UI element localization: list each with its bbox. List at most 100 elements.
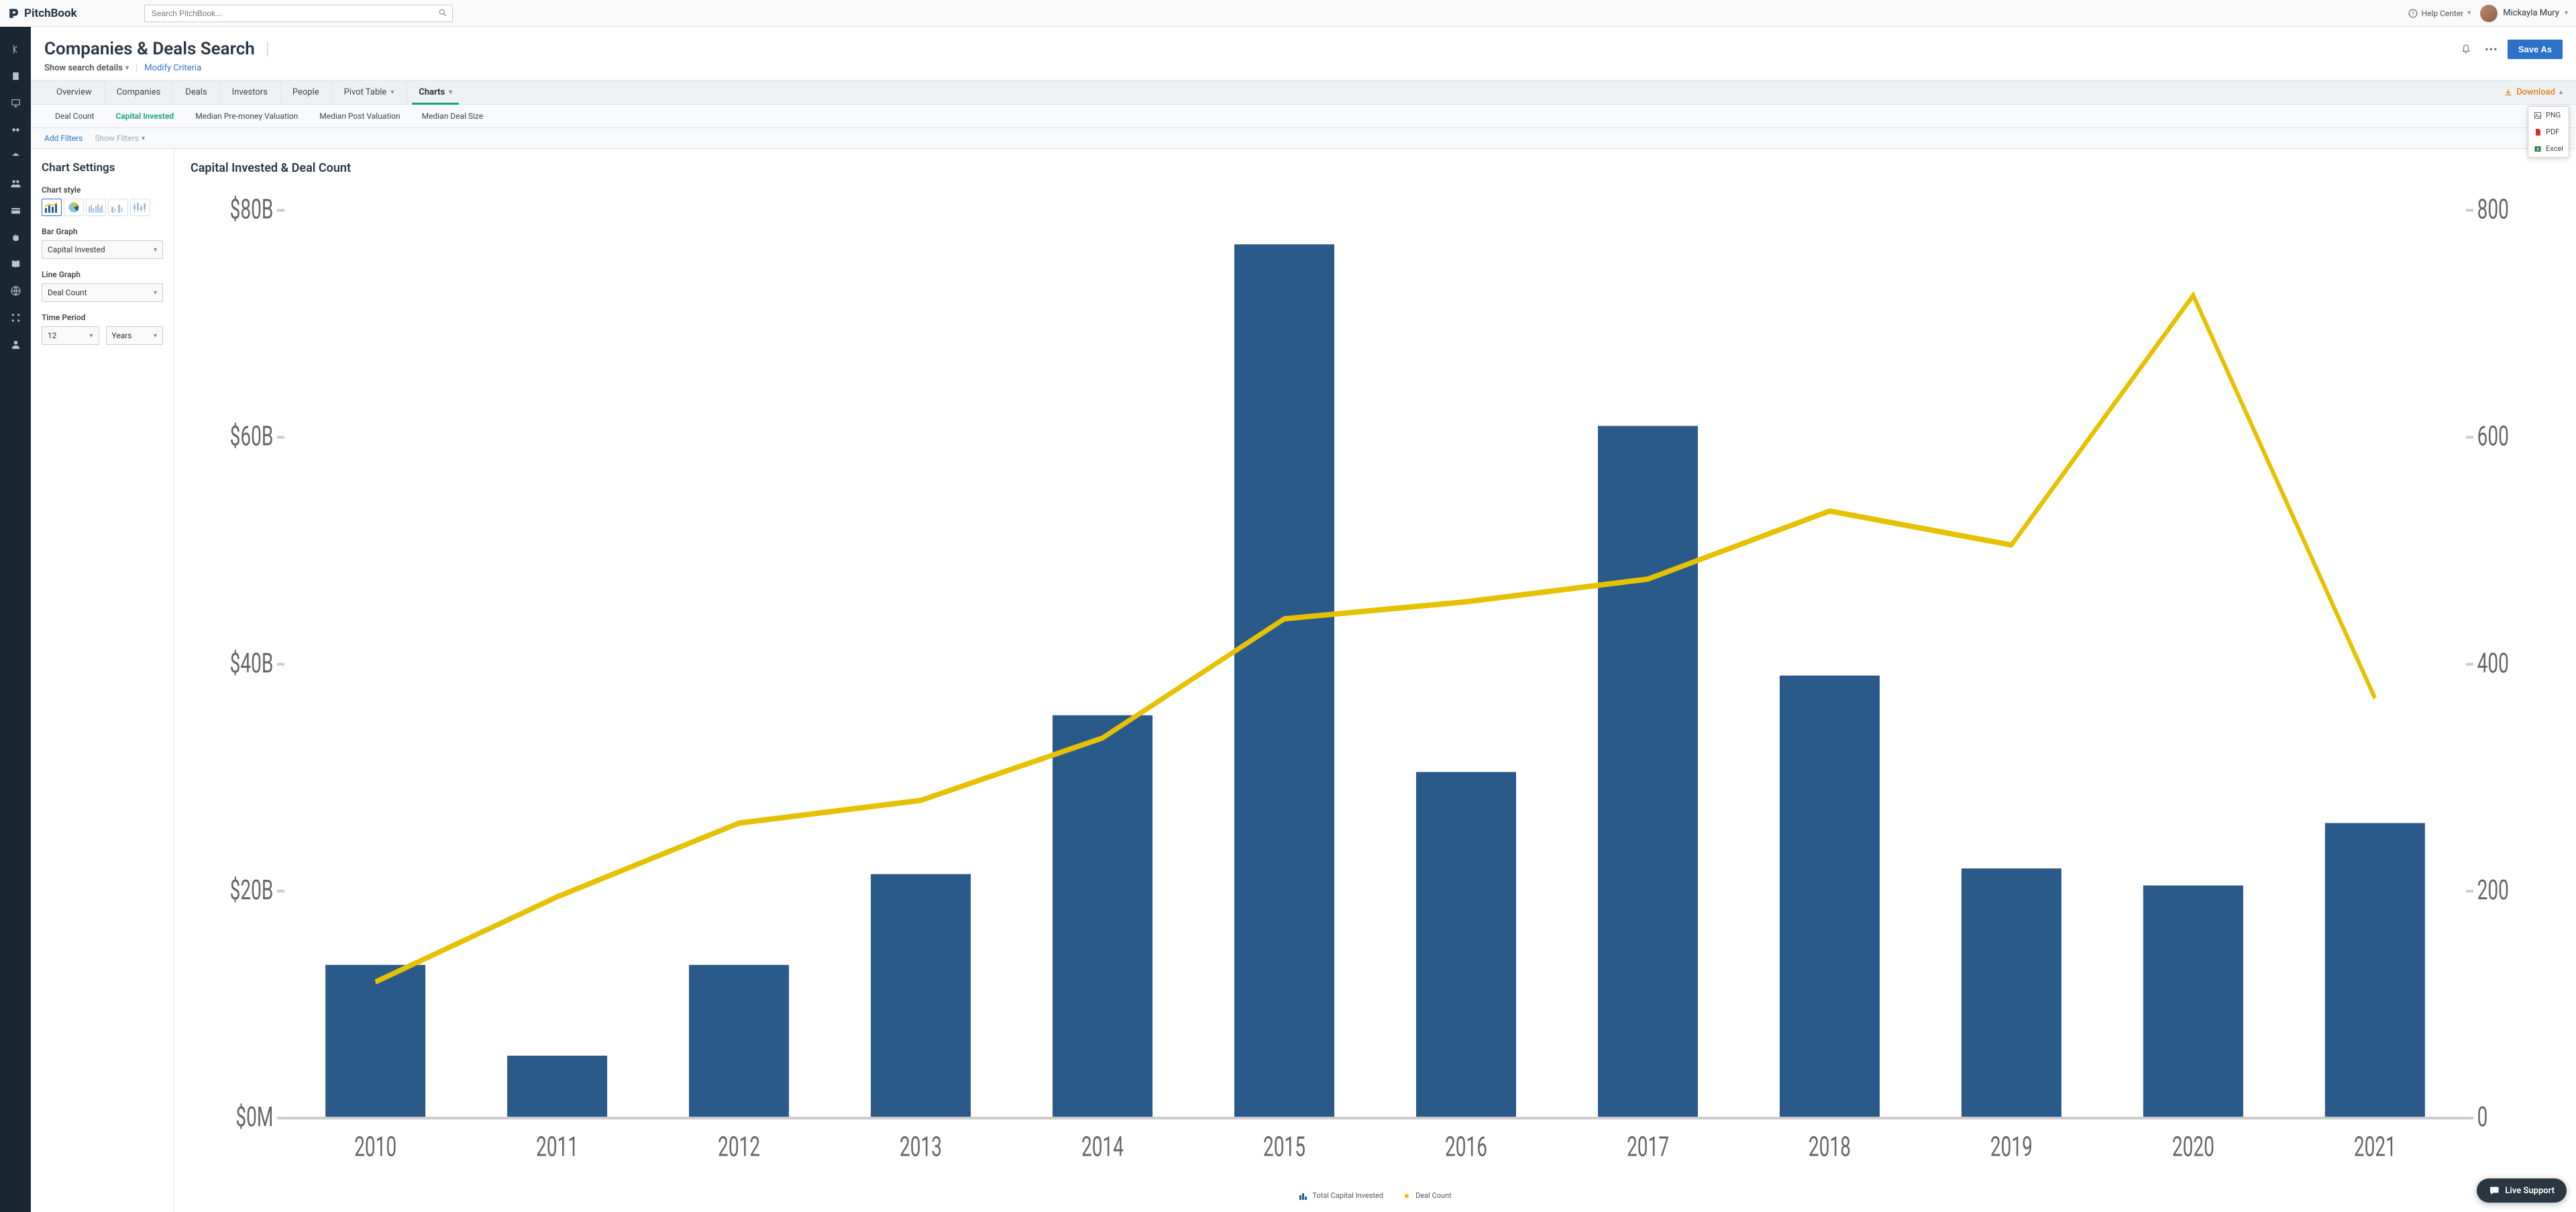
download-excel[interactable]: X Excel [2528,140,2569,157]
subtab-deal-count[interactable]: Deal Count [44,105,105,128]
subtab-median-post[interactable]: Median Post Valuation [309,105,411,128]
svg-text:2015: 2015 [1263,1132,1305,1163]
svg-text:$60B: $60B [230,421,274,452]
svg-text:400: 400 [2477,648,2509,679]
save-as-button[interactable]: Save As [2508,40,2563,59]
svg-text:0: 0 [2477,1102,2488,1133]
rail-user[interactable] [0,334,31,354]
download-button[interactable]: Download ▴ [2504,87,2563,97]
chevron-down-icon: ▾ [154,332,157,340]
rail-bank[interactable] [0,146,31,166]
bar-2015[interactable] [1234,244,1334,1118]
filters-row: Add Filters Show Filters ▾ [31,128,2576,149]
bar-2010[interactable] [325,965,425,1118]
style-grouped-bars[interactable] [86,199,106,216]
avatar [2480,5,2498,22]
image-icon [2534,111,2542,119]
chart-area: Capital Invested & Deal Count $0M$20B$40… [174,149,2576,1212]
brand-logo[interactable]: PitchBook [8,7,77,20]
add-filters[interactable]: Add Filters [44,134,83,143]
svg-text:2017: 2017 [1627,1132,1669,1163]
bar-legend-icon [1299,1192,1308,1200]
chevron-down-icon: ▾ [154,246,157,254]
bar-2017[interactable] [1598,426,1698,1118]
deal-count-line[interactable] [376,295,2375,982]
bar-graph-select[interactable]: Capital Invested ▾ [42,240,163,259]
help-center-label: Help Center [2422,9,2464,18]
time-period-label: Time Period [42,313,163,322]
svg-text:$80B: $80B [230,194,274,225]
svg-text:2020: 2020 [2172,1132,2214,1163]
notifications-icon[interactable] [2457,40,2475,58]
rail-people[interactable] [0,173,31,193]
tab-companies[interactable]: Companies [105,81,174,104]
download-icon [2504,89,2512,97]
bar-2019[interactable] [1962,868,2061,1118]
pdf-icon [2534,128,2542,136]
more-icon[interactable]: ••• [2482,40,2501,58]
tab-charts[interactable]: Charts▾ [407,81,464,104]
bar-2016[interactable] [1416,772,1516,1118]
download-menu: PNG PDF X Excel [2528,106,2569,158]
subtab-median-deal-size[interactable]: Median Deal Size [411,105,494,128]
svg-text:?: ? [2412,9,2414,16]
rail-tools[interactable] [0,307,31,327]
chevron-down-icon: ▾ [2467,9,2471,17]
bar-2012[interactable] [689,965,789,1118]
svg-text:600: 600 [2477,421,2509,452]
svg-text:2013: 2013 [900,1132,942,1163]
global-search [144,5,453,22]
user-name: Mickayla Mury [2503,8,2559,18]
tab-pivot-table[interactable]: Pivot Table▾ [332,81,407,104]
tabs-row: Overview Companies Deals Investors Peopl… [31,80,2576,105]
help-center-link[interactable]: ? Help Center ▾ [2408,9,2471,18]
rail-book[interactable] [0,254,31,274]
rail-document[interactable] [0,66,31,86]
time-n-select[interactable]: 12 ▾ [42,326,99,345]
time-unit-select[interactable]: Years ▾ [106,326,164,345]
show-search-details[interactable]: Show search details ▾ [44,63,129,73]
rail-card[interactable] [0,200,31,220]
tab-deals[interactable]: Deals [173,81,219,104]
svg-text:2010: 2010 [354,1132,396,1163]
rail-collapse[interactable] [0,39,31,59]
chart-canvas: $0M$20B$40B$60B$80B020040060080020102011… [191,183,2560,1186]
bar-2021[interactable] [2325,823,2425,1118]
excel-icon: X [2534,145,2542,153]
brand-name: PitchBook [24,7,77,20]
bar-2014[interactable] [1053,715,1152,1118]
bar-2013[interactable] [871,874,971,1119]
style-bar-line[interactable] [42,199,62,216]
bar-2020[interactable] [2143,885,2243,1118]
style-pie[interactable] [64,199,84,216]
live-support-button[interactable]: Live Support [2477,1178,2567,1203]
search-icon[interactable] [438,8,447,20]
chat-icon [2489,1185,2500,1196]
tab-investors[interactable]: Investors [220,81,280,104]
subtab-median-premoney[interactable]: Median Pre-money Valuation [184,105,309,128]
rail-handshake[interactable] [0,119,31,140]
bar-2018[interactable] [1780,676,1880,1118]
modify-criteria[interactable]: Modify Criteria [144,63,201,73]
line-graph-select[interactable]: Deal Count ▾ [42,283,163,302]
rail-globe[interactable] [0,281,31,301]
show-filters[interactable]: Show Filters ▾ [95,134,145,143]
download-png[interactable]: PNG [2528,107,2569,123]
subtab-capital-invested[interactable]: Capital Invested [105,105,184,128]
chevron-down-icon: ▾ [154,289,157,297]
rail-monitor[interactable] [0,93,31,113]
left-rail [0,27,31,1212]
tab-people[interactable]: People [280,81,332,104]
chevron-down-icon: ▾ [2565,9,2568,17]
help-icon: ? [2408,9,2418,18]
user-menu[interactable]: Mickayla Mury ▾ [2480,5,2568,22]
rail-hand[interactable] [0,227,31,247]
style-range-bars[interactable] [130,199,150,216]
chevron-down-icon: ▾ [142,135,145,142]
chart-settings-title: Chart Settings [42,161,163,174]
tab-overview[interactable]: Overview [44,81,105,104]
download-pdf[interactable]: PDF [2528,123,2569,140]
search-input[interactable] [144,5,453,22]
style-clustered-bars[interactable] [108,199,128,216]
bar-2011[interactable] [507,1056,607,1118]
